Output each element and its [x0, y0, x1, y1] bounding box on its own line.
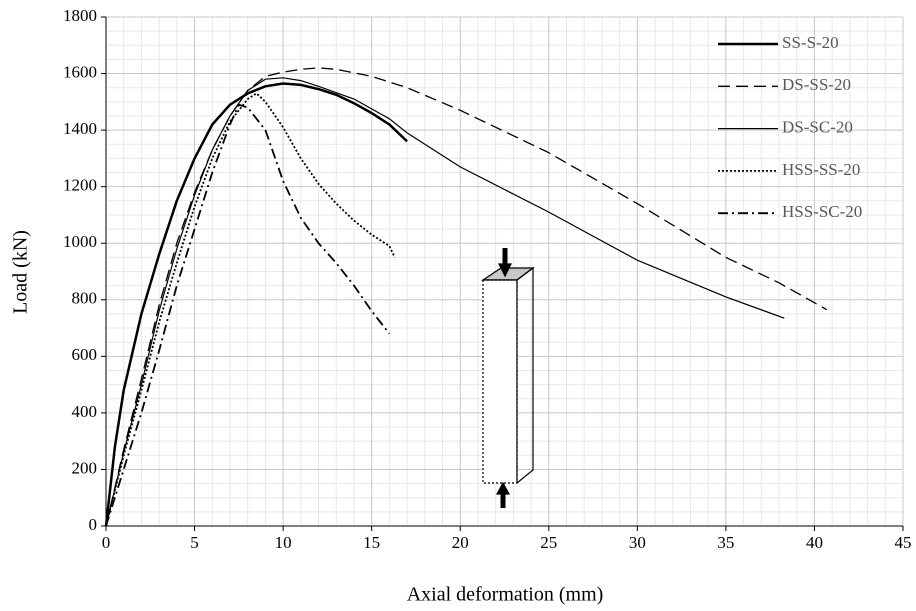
y-tick-label: 1800 — [63, 6, 97, 25]
x-tick-label: 40 — [806, 533, 823, 552]
legend-label: HSS-SS-20 — [782, 160, 860, 179]
legend-label: DS-SC-20 — [782, 118, 853, 137]
y-tick-label: 1600 — [63, 62, 97, 81]
x-tick-label: 0 — [102, 533, 111, 552]
legend-label: SS-S-20 — [782, 33, 839, 52]
series-line — [105, 67, 828, 527]
y-tick-label: 0 — [89, 515, 98, 534]
x-tick-label: 45 — [895, 533, 912, 552]
y-axis-label: Load (kN) — [10, 230, 32, 314]
y-tick-label: 600 — [72, 345, 98, 364]
series-line — [105, 92, 396, 527]
series-line — [105, 103, 391, 527]
y-tick-label: 1000 — [63, 232, 97, 251]
series-line — [104, 82, 408, 527]
series-line — [105, 77, 785, 527]
x-tick-label: 15 — [363, 533, 380, 552]
x-tick-label: 5 — [190, 533, 199, 552]
x-tick-label: 20 — [452, 533, 469, 552]
y-tick-label: 400 — [72, 402, 98, 421]
legend-label: DS-SS-20 — [782, 75, 851, 94]
plot: 0 5 10 15 20 25 30 35 40 45 0 200 400 600 800 1000 1200 1… — [63, 6, 912, 552]
x-tick-label: 25 — [540, 533, 557, 552]
y-tick-label: 200 — [72, 458, 98, 477]
x-tick-label: 35 — [717, 533, 734, 552]
x-axis-label: Axial deformation (mm) — [407, 584, 604, 606]
y-tick-label: 1400 — [63, 119, 97, 138]
x-tick-label: 30 — [629, 533, 646, 552]
column-sketch — [481, 248, 535, 508]
legend-label: HSS-SC-20 — [782, 202, 862, 221]
x-tick-label: 10 — [275, 533, 292, 552]
y-tick-label: 800 — [72, 289, 98, 308]
y-tick-label: 1200 — [63, 176, 97, 195]
